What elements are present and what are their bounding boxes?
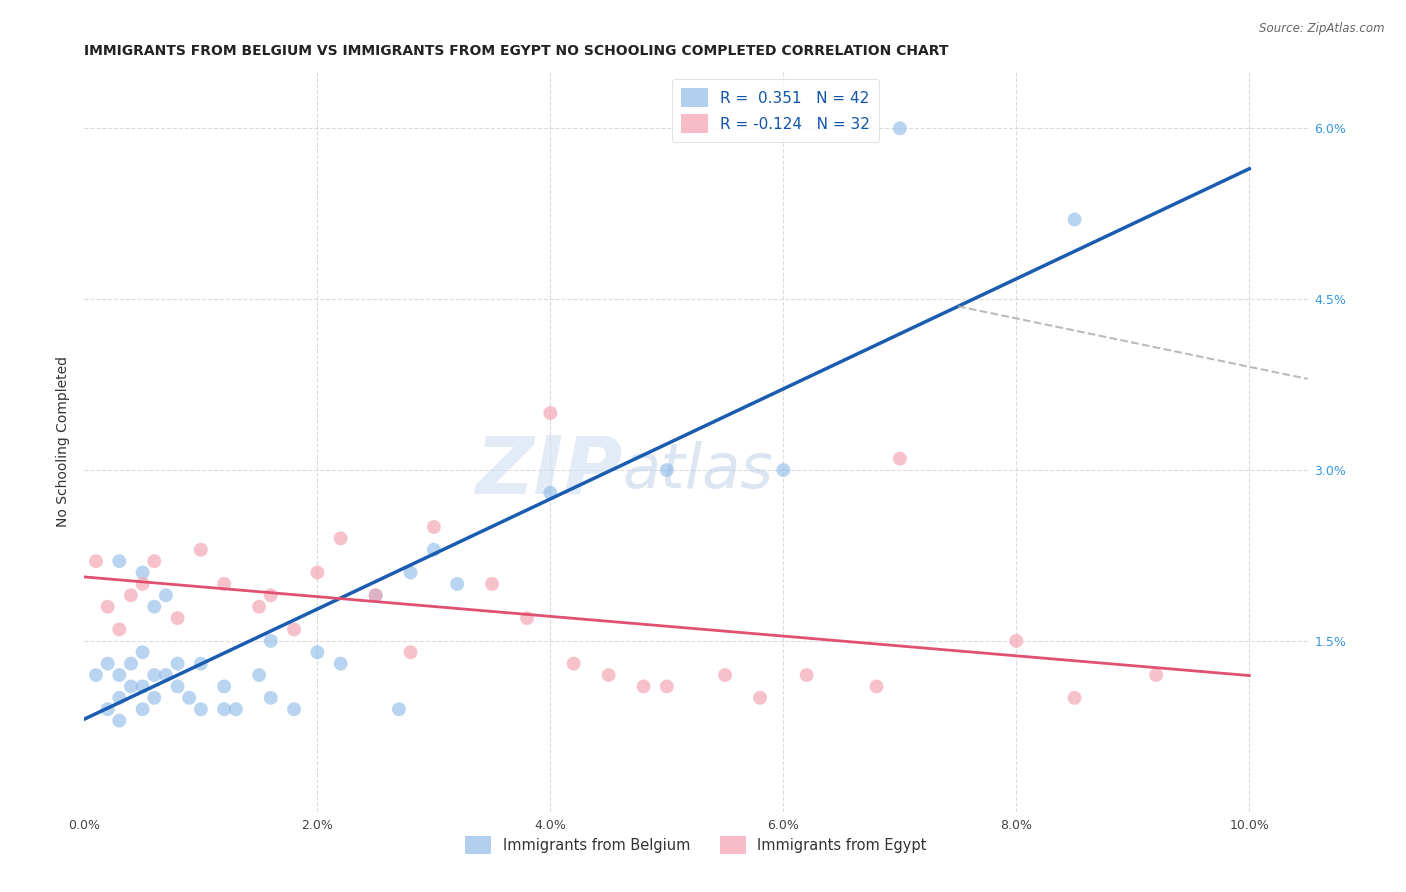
Point [247, 668, 270, 682]
Point [1005, 633, 1028, 648]
Point [247, 599, 270, 614]
Point [108, 714, 131, 728]
Point [108, 554, 131, 568]
Point [225, 702, 247, 716]
Point [260, 633, 283, 648]
Point [364, 588, 387, 602]
Point [423, 542, 446, 557]
Point [108, 623, 131, 637]
Point [307, 645, 329, 659]
Point [749, 690, 772, 705]
Point [143, 668, 166, 682]
Point [796, 668, 818, 682]
Y-axis label: No Schooling Completed: No Schooling Completed [56, 356, 70, 527]
Point [131, 702, 153, 716]
Point [108, 668, 131, 682]
Point [166, 657, 188, 671]
Point [131, 680, 153, 694]
Point [329, 657, 352, 671]
Point [97, 599, 120, 614]
Point [212, 577, 235, 591]
Point [388, 702, 411, 716]
Point [562, 657, 585, 671]
Point [190, 657, 212, 671]
Legend: Immigrants from Belgium, Immigrants from Egypt: Immigrants from Belgium, Immigrants from… [460, 830, 932, 860]
Point [538, 406, 561, 420]
Point [714, 668, 737, 682]
Point [212, 702, 235, 716]
Point [155, 668, 177, 682]
Point [538, 485, 561, 500]
Point [166, 611, 188, 625]
Point [190, 702, 212, 716]
Point [655, 680, 678, 694]
Point [97, 657, 120, 671]
Point [179, 690, 201, 705]
Text: ZIP: ZIP [475, 432, 623, 510]
Point [131, 645, 153, 659]
Point [423, 520, 446, 534]
Point [399, 645, 422, 659]
Point [283, 623, 305, 637]
Point [84, 554, 107, 568]
Point [120, 588, 142, 602]
Point [889, 121, 911, 136]
Point [260, 588, 283, 602]
Point [399, 566, 422, 580]
Point [155, 588, 177, 602]
Point [212, 680, 235, 694]
Point [84, 668, 107, 682]
Point [131, 577, 153, 591]
Point [889, 451, 911, 466]
Point [1063, 690, 1085, 705]
Point [655, 463, 678, 477]
Point [633, 680, 655, 694]
Text: IMMIGRANTS FROM BELGIUM VS IMMIGRANTS FROM EGYPT NO SCHOOLING COMPLETED CORRELAT: IMMIGRANTS FROM BELGIUM VS IMMIGRANTS FR… [84, 44, 949, 58]
Point [865, 680, 887, 694]
Point [97, 702, 120, 716]
Point [772, 463, 794, 477]
Text: atlas: atlas [623, 442, 773, 501]
Point [329, 532, 352, 546]
Point [1063, 212, 1085, 227]
Point [283, 702, 305, 716]
Point [598, 668, 620, 682]
Point [260, 690, 283, 705]
Point [446, 577, 468, 591]
Point [307, 566, 329, 580]
Point [166, 680, 188, 694]
Point [190, 542, 212, 557]
Point [481, 577, 503, 591]
Point [516, 611, 538, 625]
Point [131, 566, 153, 580]
Point [143, 599, 166, 614]
Point [1144, 668, 1167, 682]
Point [120, 657, 142, 671]
Point [108, 690, 131, 705]
Point [143, 690, 166, 705]
Point [364, 588, 387, 602]
Point [143, 554, 166, 568]
Text: Source: ZipAtlas.com: Source: ZipAtlas.com [1260, 22, 1385, 36]
Point [120, 680, 142, 694]
